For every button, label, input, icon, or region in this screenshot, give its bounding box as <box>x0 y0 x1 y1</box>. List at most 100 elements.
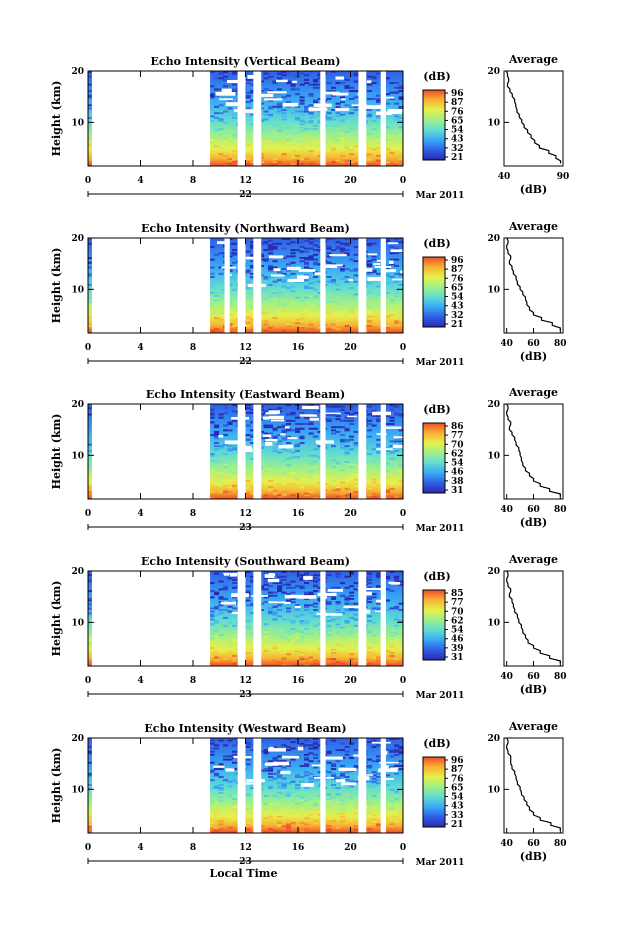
heatmap-cell <box>376 782 382 785</box>
heatmap-cell <box>313 602 319 605</box>
heatmap-cell <box>295 427 301 430</box>
heatmap-cell <box>209 413 215 416</box>
heatmap-cell <box>281 571 287 573</box>
heatmap-cell <box>268 812 274 815</box>
heatmap-cell <box>245 486 251 489</box>
heatmap-cell <box>250 408 256 411</box>
profile-title: Average <box>508 220 558 233</box>
heatmap-cell <box>304 109 310 111</box>
heatmap-cell <box>209 93 215 96</box>
heatmap-cell <box>331 772 337 775</box>
heatmap-cell <box>344 821 350 824</box>
heatmap-cell <box>290 601 296 604</box>
heatmap-cell <box>313 580 319 583</box>
heatmap-cell <box>304 261 310 264</box>
heatmap-cell <box>277 440 283 443</box>
heatmap-cell <box>353 459 359 462</box>
heatmap-cell <box>272 132 278 135</box>
heatmap-cell <box>295 456 301 459</box>
heatmap-cell <box>218 120 224 123</box>
heatmap-cell <box>268 268 274 271</box>
heatmap-cell <box>344 597 350 600</box>
heatmap-cell <box>299 411 305 414</box>
heatmap-cell <box>88 578 94 581</box>
heatmap-cell <box>313 253 319 256</box>
heatmap-cell <box>331 238 337 240</box>
heatmap-cell <box>308 612 314 615</box>
heatmap-cell <box>340 151 346 154</box>
heatmap-cell <box>286 142 292 145</box>
heatmap-cell <box>218 812 224 815</box>
heatmap-cell <box>349 793 355 796</box>
heatmap-cell <box>340 812 346 815</box>
heatmap-cell <box>88 306 94 309</box>
heatmap-cell <box>299 72 305 75</box>
heatmap-cell <box>349 277 355 280</box>
y-axis-label: Height (km) <box>50 414 63 490</box>
heatmap-cell <box>335 418 341 421</box>
heatmap-cell <box>232 750 238 753</box>
heatmap-cell <box>326 620 332 623</box>
heatmap-cell <box>371 410 377 413</box>
heatmap-cell <box>88 143 94 146</box>
heatmap-cell <box>398 107 404 110</box>
heatmap-cell <box>335 323 341 326</box>
heatmap-cell <box>376 116 382 119</box>
heatmap-cell <box>371 126 377 129</box>
heatmap-cell <box>326 651 332 654</box>
colorbar-tick-label: 65 <box>451 116 464 126</box>
heatmap-cell <box>317 249 323 252</box>
data-gap <box>358 404 367 499</box>
heatmap-cell <box>385 161 391 164</box>
heatmap-cell <box>385 241 391 244</box>
heatmap-cell <box>263 810 269 813</box>
heatmap-cell <box>281 426 287 429</box>
heatmap-cell <box>344 453 350 456</box>
heatmap-cell <box>394 495 400 498</box>
heatmap-cell <box>326 238 332 240</box>
x-tick-label: 4 <box>137 509 143 519</box>
heatmap-cell <box>281 777 287 780</box>
heatmap-cell <box>389 97 395 100</box>
heatmap-cell <box>304 239 310 242</box>
heatmap-cell <box>88 609 94 611</box>
heatmap-cell <box>344 242 350 245</box>
heatmap-cell <box>299 164 305 167</box>
heatmap-cell <box>299 829 305 832</box>
heatmap-cell <box>353 812 359 815</box>
heatmap-cell <box>313 802 319 805</box>
heatmap-cell <box>398 760 404 763</box>
heatmap-cell <box>398 413 404 416</box>
heatmap-cell <box>277 301 283 304</box>
heatmap-cell <box>349 97 355 100</box>
heatmap-cell <box>389 137 395 140</box>
heatmap-cell <box>277 462 283 465</box>
heatmap-cell <box>340 132 346 135</box>
heatmap-cell <box>295 774 301 777</box>
heatmap-cell <box>88 90 94 92</box>
heatmap-cell <box>308 295 314 297</box>
beam-panel-2: Echo Intensity (Northward Beam)2010Heigh… <box>50 220 567 368</box>
heatmap-cell <box>304 74 310 77</box>
heatmap-cell <box>299 435 305 438</box>
heatmap-cell <box>218 635 224 638</box>
heatmap-cell <box>268 134 274 137</box>
heatmap-cell <box>281 279 287 282</box>
x-tick-label: 0 <box>400 509 406 519</box>
heatmap-cell <box>277 815 283 818</box>
heatmap-cell <box>245 591 251 594</box>
heatmap-cell <box>340 815 346 818</box>
heatmap-cell <box>214 659 220 662</box>
heatmap-cell <box>335 575 341 578</box>
heatmap-cell <box>335 572 341 575</box>
heatmap-cell <box>304 287 310 290</box>
heatmap-cell <box>317 647 323 649</box>
heatmap-cell <box>263 631 269 634</box>
heatmap-cell <box>353 90 359 92</box>
heatmap-cell <box>304 148 310 151</box>
heatmap-cell <box>349 634 355 637</box>
data-gap <box>380 71 386 166</box>
heatmap-cell <box>209 642 215 645</box>
heatmap-cell <box>281 483 287 486</box>
heatmap-cell <box>290 132 296 135</box>
